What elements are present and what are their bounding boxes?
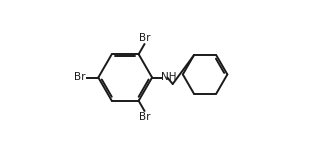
Text: Br: Br: [139, 33, 150, 43]
Text: Br: Br: [74, 73, 86, 82]
Text: NH: NH: [161, 72, 176, 82]
Text: Br: Br: [139, 112, 150, 122]
